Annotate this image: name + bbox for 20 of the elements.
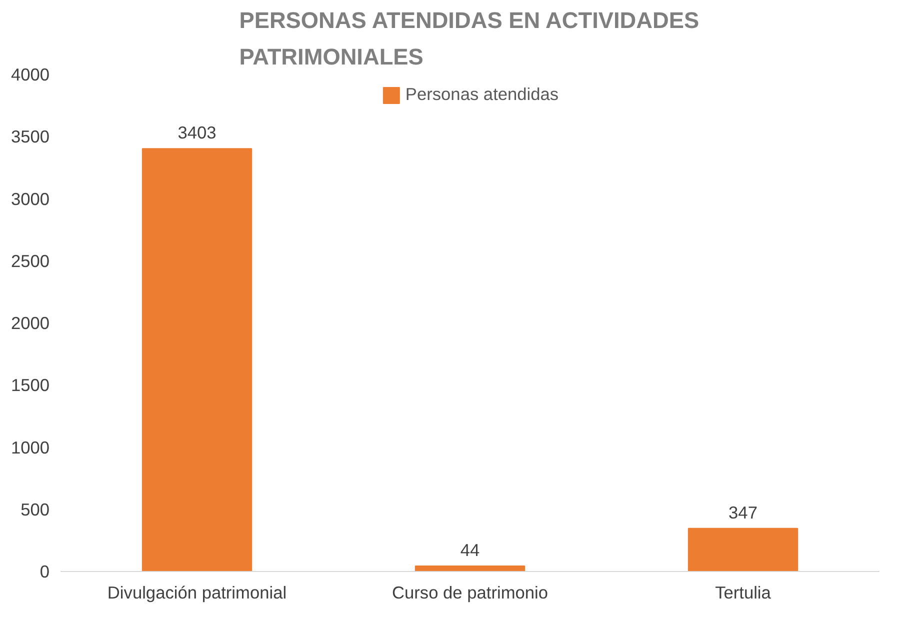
- y-tick-label: 2000: [10, 313, 50, 333]
- y-tick-label: 0: [40, 562, 50, 582]
- x-tick-label: Divulgación patrimonial: [107, 582, 287, 602]
- data-label: 3403: [178, 122, 216, 143]
- bar: [414, 566, 526, 572]
- data-label: 44: [460, 540, 480, 560]
- bar: [688, 528, 798, 572]
- y-tick-label: 4000: [10, 64, 50, 84]
- y-tick-label: 3500: [10, 126, 50, 147]
- y-tick-label: 1500: [10, 375, 50, 396]
- legend-label: Personas atendidas: [405, 84, 559, 105]
- y-tick-label: 3000: [10, 188, 50, 209]
- chart-title: PERSONAS ATENDIDAS EN ACTIVIDADES PATRIMONIALES: [239, 7, 700, 70]
- y-tick-label: 1000: [10, 437, 50, 458]
- x-tick-label: Tertulia: [715, 582, 772, 602]
- x-tick-label: Curso de patrimonio: [392, 582, 548, 602]
- y-tick-label: 500: [20, 499, 50, 520]
- bar: [142, 148, 252, 572]
- y-tick-label: 2500: [10, 250, 50, 271]
- data-label: 347: [728, 502, 758, 522]
